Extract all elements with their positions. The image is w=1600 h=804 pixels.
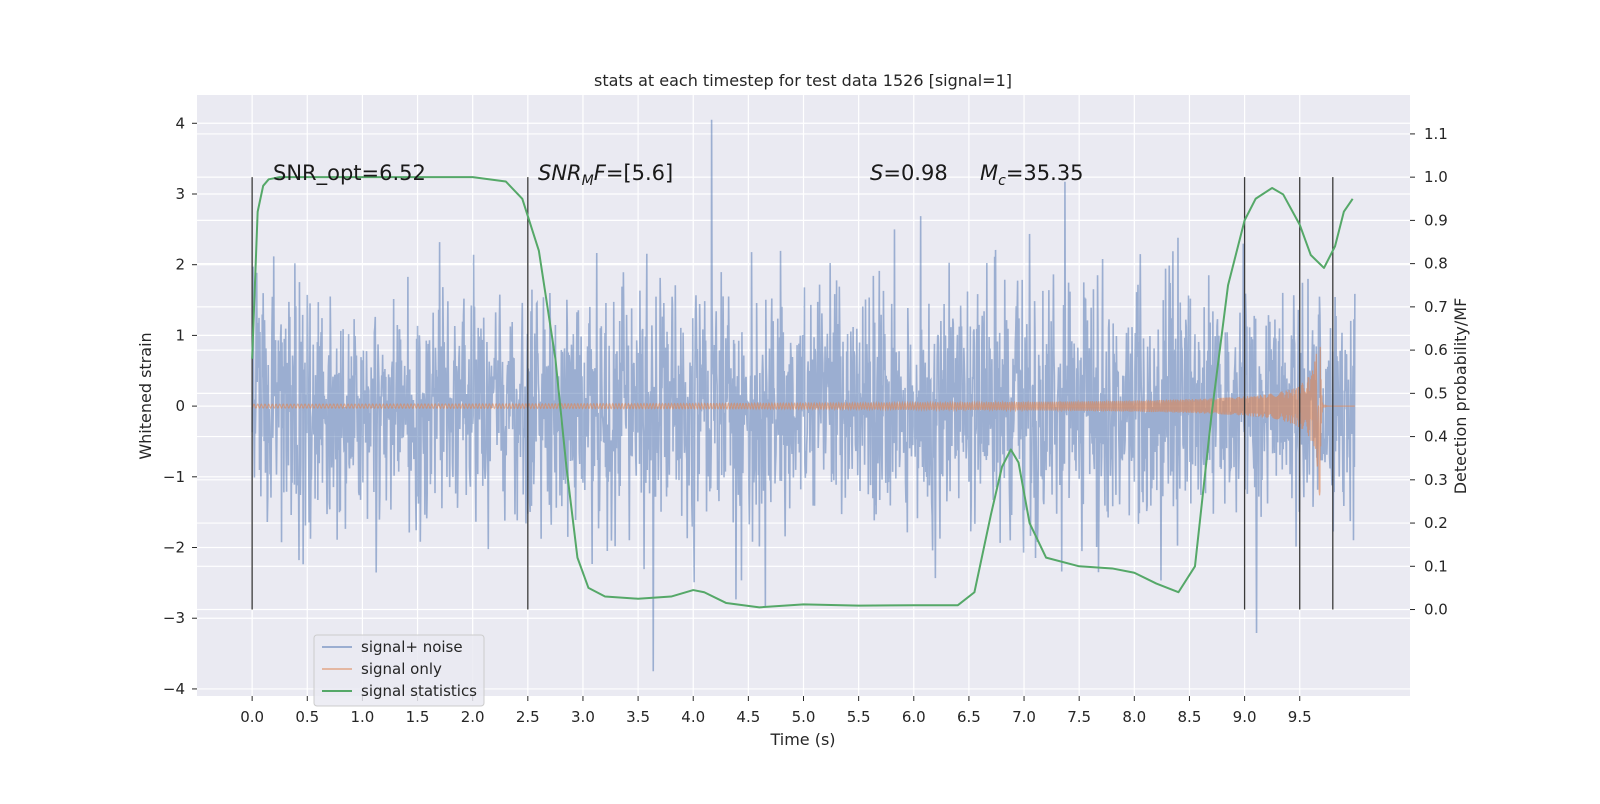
y-axis-left-label: Whitened strain [136,332,155,459]
y-left-tick-label: −3 [163,609,185,627]
legend-box [313,634,485,707]
x-axis-ticks: 0.0 0.5 1.0 1.5 2.0 2.5 3.0 3.5 4.0 4.5 5.0 5.5 6.0 6… [240,696,1312,726]
x-tick-label: 3.0 [571,708,595,726]
x-tick-label: 9.0 [1233,708,1257,726]
annotation-mc: Mc=35.35 [980,161,1084,189]
x-tick-label: 6.5 [957,708,981,726]
y-axis-right-label: Detection probability/MF [1451,298,1470,495]
x-tick-label: 1.0 [350,708,374,726]
annotations: SNR_opt=6.52 SNRMF=[5.6] S=0.98 Mc=35.35 [273,161,1084,189]
signal-statistics-line [251,176,1354,609]
y-left-tick-label: 1 [175,326,185,344]
x-tick-label: 4.0 [681,708,705,726]
signal-only-line [251,346,1355,496]
y-right-axis-ticks: 1.1 1.0 0.9 0.8 0.7 0.6 0.5 0.4 0.3 0.2 0.1 0.0 [1410,125,1448,619]
annotation-snr-opt: SNR_opt=6.52 [273,161,426,186]
x-tick-label: 6.0 [902,708,926,726]
x-tick-label: 0.0 [240,708,264,726]
y-right-tick-label: 0.5 [1424,384,1448,402]
annotation-s: S=0.98 [870,161,948,185]
y-right-tick-label: 0.7 [1424,298,1448,316]
legend: signal+ noise signal only signal statist… [313,634,485,707]
y-left-tick-label: 4 [175,114,185,132]
x-tick-label: 8.0 [1122,708,1146,726]
x-tick-label: 7.5 [1067,708,1091,726]
signal-statistics-series [251,176,1354,609]
annotation-snr-mf: SNRMF=[5.6] [538,161,673,189]
y-right-tick-label: 1.1 [1424,125,1448,143]
x-tick-label: 5.0 [792,708,816,726]
y-right-tick-label: 0.1 [1424,557,1448,575]
y-left-tick-label: −2 [163,539,185,557]
legend-label-signal-statistics: signal statistics [361,682,477,700]
x-tick-label: 1.5 [406,708,430,726]
x-axis-label: Time (s) [769,730,835,749]
x-tick-label: 7.0 [1012,708,1036,726]
y-right-tick-label: 0.8 [1424,255,1448,273]
y-left-axis-ticks: 4 3 2 1 0 −1 −2 −3 −4 [163,114,197,698]
x-tick-label: 9.5 [1288,708,1312,726]
x-tick-label: 4.5 [736,708,760,726]
y-right-tick-label: 0.2 [1424,514,1448,532]
x-tick-label: 2.0 [461,708,485,726]
y-left-tick-label: −1 [163,468,185,486]
vertical-markers [251,177,1334,610]
y-right-tick-label: 0.0 [1424,601,1448,619]
legend-label-signal-only: signal only [361,660,442,678]
y-right-tick-label: 0.4 [1424,428,1448,446]
y-right-tick-label: 0.3 [1424,471,1448,489]
signal-noise-line [251,119,1356,672]
y-left-tick-label: 2 [175,256,185,274]
x-tick-label: 2.5 [516,708,540,726]
legend-label-signal-noise: signal+ noise [361,638,463,656]
signal-noise-series [251,119,1356,672]
y-right-tick-label: 0.9 [1424,211,1448,229]
y-right-tick-label: 0.6 [1424,341,1448,359]
x-tick-label: 5.5 [847,708,871,726]
y-left-tick-label: −4 [163,680,185,698]
x-tick-label: 3.5 [626,708,650,726]
chart-title: stats at each timestep for test data 152… [594,71,1012,90]
y-right-tick-label: 1.0 [1424,168,1448,186]
y-left-tick-label: 0 [175,397,185,415]
x-tick-label: 8.5 [1178,708,1202,726]
y-left-tick-label: 3 [175,185,185,203]
x-tick-label: 0.5 [295,708,319,726]
signal-only-series [251,346,1355,496]
